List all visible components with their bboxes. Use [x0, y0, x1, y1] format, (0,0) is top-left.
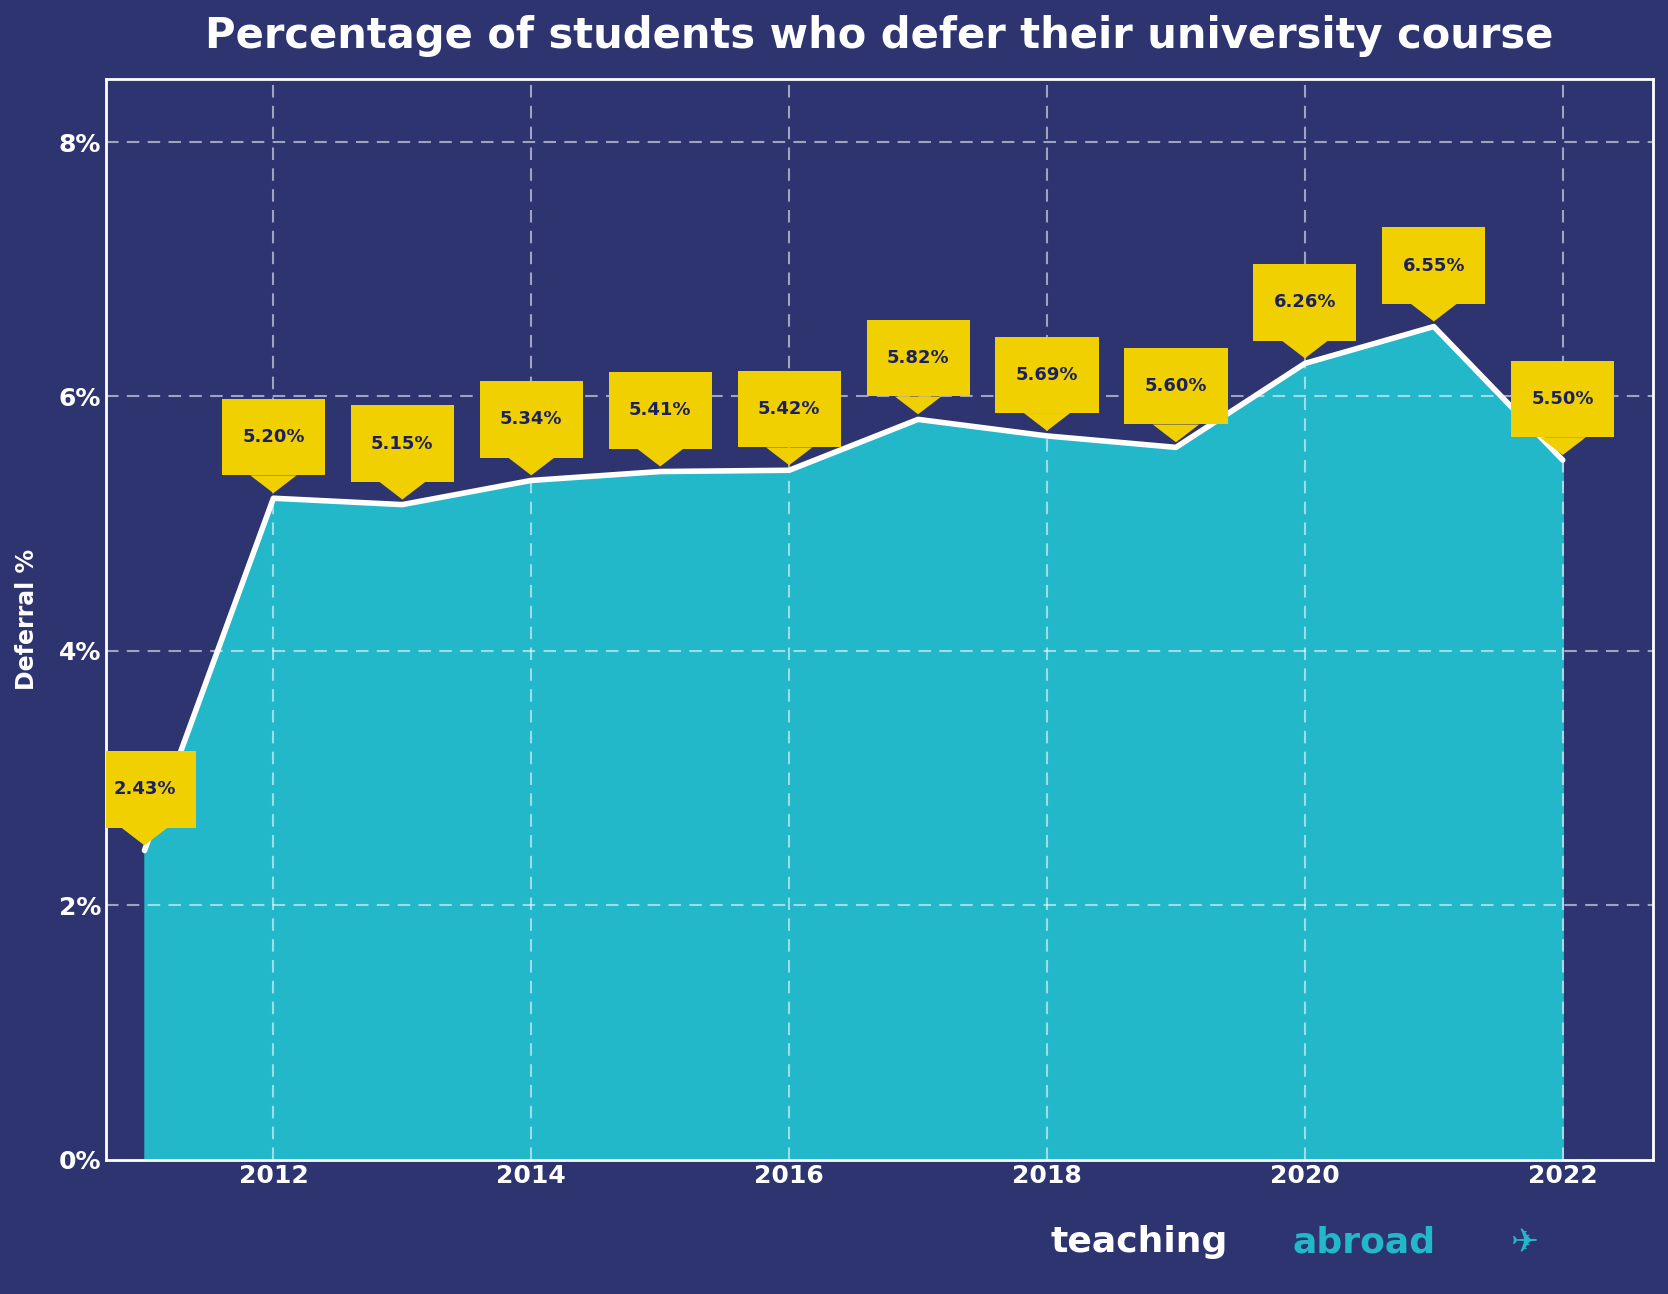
Polygon shape [894, 396, 941, 414]
Text: ✈: ✈ [1510, 1225, 1538, 1259]
FancyBboxPatch shape [93, 752, 197, 828]
Text: 5.42%: 5.42% [757, 400, 821, 418]
Text: 5.34%: 5.34% [500, 410, 562, 428]
Text: 6.55%: 6.55% [1403, 256, 1465, 274]
Polygon shape [1153, 424, 1199, 443]
Text: 5.20%: 5.20% [242, 428, 305, 446]
Y-axis label: Deferral %: Deferral % [15, 549, 38, 690]
FancyBboxPatch shape [1124, 348, 1228, 424]
Polygon shape [250, 475, 297, 493]
Title: Percentage of students who defer their university course: Percentage of students who defer their u… [205, 16, 1553, 57]
Text: 5.69%: 5.69% [1016, 366, 1078, 384]
FancyBboxPatch shape [1511, 361, 1615, 437]
Polygon shape [122, 828, 168, 845]
FancyBboxPatch shape [996, 336, 1099, 413]
Text: 5.15%: 5.15% [370, 435, 434, 453]
Text: 5.60%: 5.60% [1144, 378, 1208, 396]
Polygon shape [637, 449, 684, 466]
FancyBboxPatch shape [222, 399, 325, 475]
Polygon shape [1281, 340, 1328, 358]
Polygon shape [379, 481, 425, 499]
FancyBboxPatch shape [480, 382, 582, 458]
Polygon shape [1540, 437, 1586, 455]
Text: 5.41%: 5.41% [629, 401, 692, 419]
Polygon shape [509, 458, 554, 475]
Text: 5.82%: 5.82% [887, 349, 949, 367]
Polygon shape [766, 448, 812, 465]
FancyBboxPatch shape [737, 371, 841, 448]
Polygon shape [1024, 413, 1071, 431]
Text: abroad: abroad [1293, 1225, 1436, 1259]
FancyBboxPatch shape [609, 373, 712, 449]
Text: 2.43%: 2.43% [113, 780, 175, 798]
Polygon shape [1411, 304, 1458, 321]
Text: 5.50%: 5.50% [1531, 389, 1595, 408]
Text: teaching: teaching [1051, 1225, 1228, 1259]
Text: 6.26%: 6.26% [1274, 294, 1336, 312]
FancyBboxPatch shape [1383, 228, 1486, 304]
FancyBboxPatch shape [866, 320, 969, 396]
FancyBboxPatch shape [1253, 264, 1356, 340]
FancyBboxPatch shape [350, 405, 454, 481]
